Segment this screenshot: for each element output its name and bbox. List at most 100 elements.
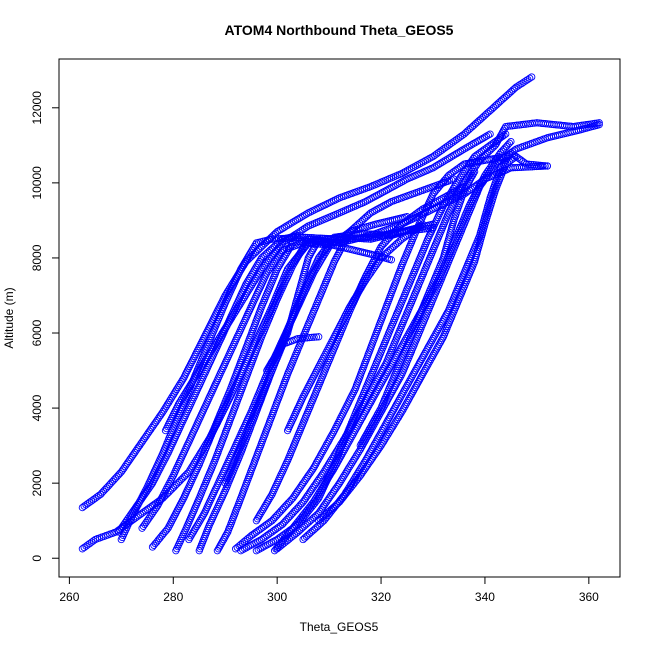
data-point: [249, 244, 257, 253]
data-point: [351, 473, 359, 482]
data-point: [436, 338, 444, 347]
data-point: [415, 376, 424, 384]
y-tick-label: 6000: [30, 319, 44, 346]
data-point: [268, 261, 276, 270]
data-point: [167, 395, 175, 403]
data-point: [304, 254, 312, 262]
data-point: [254, 546, 262, 554]
data-point: [369, 395, 377, 403]
series-23: [356, 167, 479, 450]
data-point: [315, 488, 323, 497]
data-point: [270, 258, 279, 266]
data-point: [512, 152, 520, 161]
data-point: [438, 318, 447, 326]
data-point: [328, 468, 336, 476]
data-point: [288, 219, 296, 227]
data-point: [340, 447, 348, 455]
data-point: [451, 137, 459, 145]
data-point: [291, 258, 299, 266]
data-point: [522, 160, 531, 168]
data-point: [168, 516, 176, 524]
data-point: [357, 284, 365, 292]
data-point: [491, 156, 499, 164]
data-point: [176, 380, 184, 388]
data-point: [348, 432, 356, 440]
data-point: [255, 258, 264, 266]
data-point: [376, 443, 384, 452]
x-tick-label: 360: [579, 590, 599, 604]
data-point: [428, 200, 436, 208]
data-point: [155, 500, 163, 508]
data-point: [121, 518, 129, 527]
data-point: [434, 197, 442, 205]
data-point: [93, 493, 101, 501]
data-point: [267, 538, 276, 547]
data-point: [352, 453, 360, 461]
data-point: [184, 364, 193, 372]
data-point: [435, 323, 443, 332]
data-point: [340, 472, 348, 480]
data-point: [434, 325, 442, 333]
data-point: [408, 372, 416, 380]
data-point: [359, 280, 367, 288]
data-point: [376, 430, 384, 439]
data-point: [351, 426, 359, 435]
data-point: [307, 468, 315, 476]
data-point: [309, 269, 318, 277]
data-point: [160, 457, 168, 465]
data-point: [469, 140, 478, 148]
data-point: [382, 186, 390, 195]
data-point: [392, 181, 400, 189]
data-point: [342, 443, 350, 452]
data-point: [312, 239, 321, 247]
data-point: [373, 191, 381, 200]
data-point: [356, 445, 364, 454]
data-point: [431, 163, 439, 171]
data-point: [500, 158, 509, 166]
data-point: [468, 171, 477, 180]
data-point: [447, 153, 455, 161]
data-point: [410, 368, 418, 377]
data-point: [335, 479, 344, 487]
data-point: [314, 456, 322, 465]
data-point: [165, 522, 173, 530]
data-point: [460, 145, 468, 153]
data-point: [158, 494, 166, 502]
data-point: [360, 466, 368, 475]
data-point: [319, 447, 327, 455]
data-point: [394, 413, 403, 422]
data-point: [415, 359, 424, 367]
data-point: [384, 415, 392, 423]
data-point: [240, 259, 248, 268]
data-point: [85, 498, 94, 506]
data-point: [470, 167, 479, 176]
data-point: [323, 440, 331, 448]
data-point: [246, 250, 254, 258]
data-point: [350, 428, 358, 437]
data-point: [344, 440, 352, 448]
data-point: [326, 198, 334, 207]
data-point: [360, 278, 369, 286]
data-point: [301, 211, 309, 219]
data-point: [321, 500, 329, 509]
data-point: [487, 162, 496, 170]
data-point: [211, 340, 220, 348]
data-point: [457, 171, 466, 180]
data-point: [386, 184, 394, 192]
data-point: [444, 155, 452, 163]
data-point: [417, 206, 425, 215]
data-point: [292, 256, 300, 264]
data-point: [252, 263, 260, 271]
data-point: [422, 348, 430, 356]
data-point: [246, 541, 254, 550]
data-point: [420, 351, 428, 360]
data-point: [256, 511, 264, 519]
data-point: [310, 267, 319, 275]
data-point: [222, 532, 230, 540]
data-point: [344, 229, 352, 237]
data-point: [250, 267, 258, 275]
data-point: [423, 156, 431, 164]
data-point: [290, 259, 298, 268]
data-point: [365, 400, 374, 408]
